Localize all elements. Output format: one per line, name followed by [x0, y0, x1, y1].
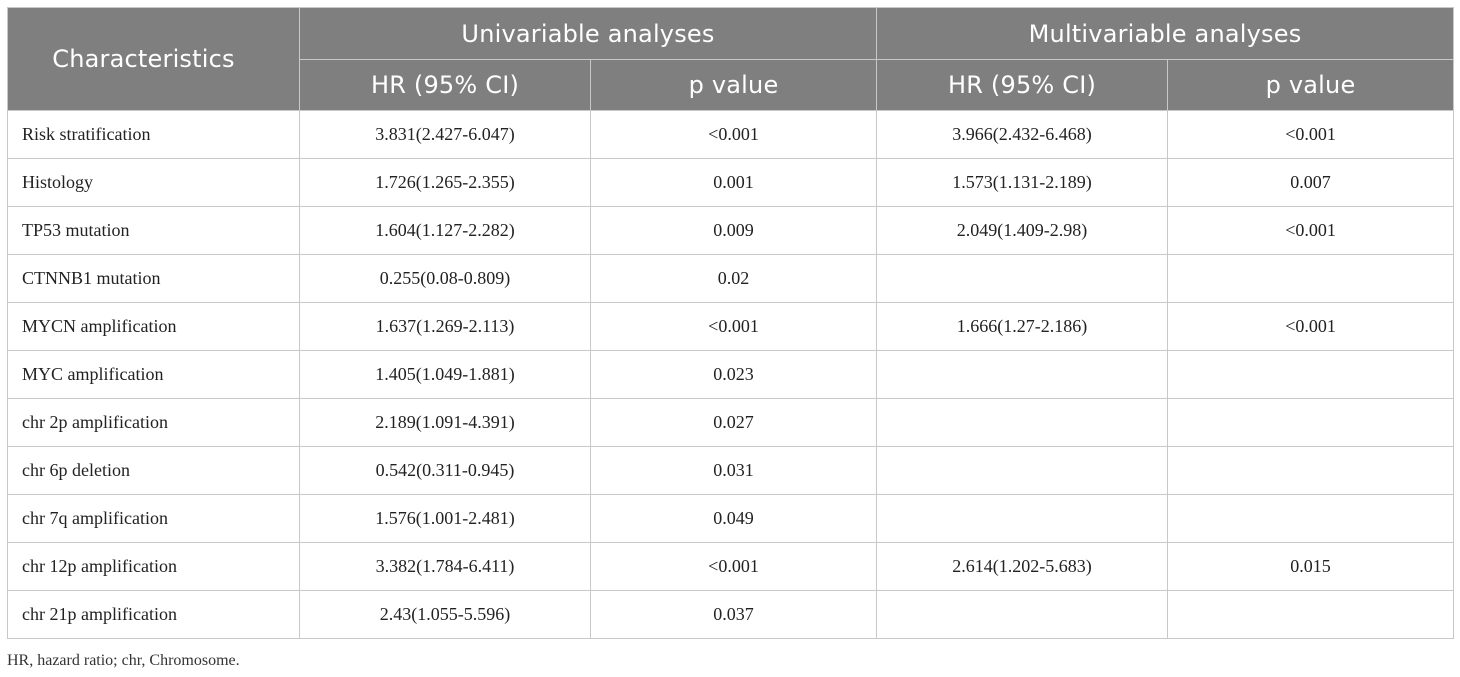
table-footnote: HR, hazard ratio; chr, Chromosome.	[7, 652, 240, 669]
cell-uni-p: 0.027	[589, 398, 878, 447]
cell-uni-hr: 0.255(0.08-0.809)	[299, 254, 591, 303]
table-row: MYC amplification 1.405(1.049-1.881) 0.023	[7, 350, 1455, 399]
cell-multi-hr	[876, 494, 1169, 543]
cell-uni-hr: 1.726(1.265-2.355)	[299, 158, 591, 207]
table-row: chr 7q amplification 1.576(1.001-2.481) 0.…	[7, 494, 1455, 543]
header-multi-hr: HR (95% CI)	[876, 59, 1169, 111]
table-body: Risk stratification 3.831(2.427-6.047) <0.…	[7, 110, 1455, 639]
cell-multi-p: 0.015	[1167, 542, 1455, 591]
cell-multi-p	[1167, 446, 1455, 495]
table-row: chr 12p amplification 3.382(1.784-6.411) <…	[7, 542, 1455, 591]
cell-characteristic: chr 21p amplification	[7, 590, 300, 639]
cell-uni-hr: 3.831(2.427-6.047)	[299, 110, 591, 159]
cell-uni-hr: 1.637(1.269-2.113)	[299, 302, 591, 351]
results-table-container: Characteristics Univariable analyses Mul…	[7, 7, 1455, 639]
cell-uni-hr: 0.542(0.311-0.945)	[299, 446, 591, 495]
header-multi-p: p value	[1167, 59, 1455, 111]
cell-multi-hr	[876, 254, 1169, 303]
cell-multi-p	[1167, 254, 1455, 303]
cell-characteristic: CTNNB1 mutation	[7, 254, 300, 303]
cell-multi-p: <0.001	[1167, 206, 1455, 255]
header-uni-hr: HR (95% CI)	[299, 59, 591, 111]
cell-characteristic: chr 7q amplification	[7, 494, 300, 543]
table-row: chr 6p deletion 0.542(0.311-0.945) 0.031	[7, 446, 1455, 495]
header-row-columns: HR (95% CI) p value HR (95% CI) p value	[8, 59, 1455, 111]
cell-uni-p: 0.031	[589, 446, 878, 495]
table-row: Risk stratification 3.831(2.427-6.047) <0.…	[7, 110, 1455, 159]
table-row: MYCN amplification 1.637(1.269-2.113) <0.0…	[7, 302, 1455, 351]
cell-characteristic: TP53 mutation	[7, 206, 300, 255]
cell-characteristic: chr 6p deletion	[7, 446, 300, 495]
cell-uni-hr: 3.382(1.784-6.411)	[299, 542, 591, 591]
table-row: chr 21p amplification 2.43(1.055-5.596) 0.…	[7, 590, 1455, 639]
cell-multi-hr	[876, 590, 1169, 639]
cell-uni-hr: 2.189(1.091-4.391)	[299, 398, 591, 447]
cell-uni-hr: 1.405(1.049-1.881)	[299, 350, 591, 399]
cell-multi-hr	[876, 398, 1169, 447]
cell-uni-p: <0.001	[589, 542, 878, 591]
cell-characteristic: MYCN amplification	[7, 302, 300, 351]
cell-uni-p: 0.023	[589, 350, 878, 399]
cell-multi-hr	[876, 350, 1169, 399]
cell-multi-p	[1167, 398, 1455, 447]
cell-multi-hr	[876, 446, 1169, 495]
cell-multi-p: <0.001	[1167, 302, 1455, 351]
header-characteristics: Characteristics	[7, 7, 300, 111]
cell-multi-p	[1167, 590, 1455, 639]
cell-uni-p: 0.001	[589, 158, 878, 207]
cell-uni-hr: 1.576(1.001-2.481)	[299, 494, 591, 543]
cell-uni-hr: 1.604(1.127-2.282)	[299, 206, 591, 255]
cell-uni-p: 0.02	[589, 254, 878, 303]
cell-characteristic: Histology	[7, 158, 300, 207]
cell-multi-hr: 1.666(1.27-2.186)	[876, 302, 1169, 351]
table-row: chr 2p amplification 2.189(1.091-4.391) 0.…	[7, 398, 1455, 447]
table-row: CTNNB1 mutation 0.255(0.08-0.809) 0.02	[7, 254, 1455, 303]
cell-uni-p: <0.001	[589, 302, 878, 351]
cell-characteristic: chr 12p amplification	[7, 542, 300, 591]
header-multivariable: Multivariable analyses	[876, 7, 1455, 60]
header-univariable: Univariable analyses	[298, 7, 878, 60]
cell-multi-p	[1167, 494, 1455, 543]
table-header: Characteristics Univariable analyses Mul…	[7, 7, 1455, 111]
cell-characteristic: Risk stratification	[7, 110, 300, 159]
cell-multi-p	[1167, 350, 1455, 399]
cell-characteristic: MYC amplification	[7, 350, 300, 399]
table-row: TP53 mutation 1.604(1.127-2.282) 0.009 2.04…	[7, 206, 1455, 255]
header-uni-p: p value	[589, 59, 878, 111]
cell-characteristic: chr 2p amplification	[7, 398, 300, 447]
cell-uni-p: <0.001	[589, 110, 878, 159]
cell-uni-p: 0.009	[589, 206, 878, 255]
cell-uni-hr: 2.43(1.055-5.596)	[299, 590, 591, 639]
cell-uni-p: 0.037	[589, 590, 878, 639]
table-row: Histology 1.726(1.265-2.355) 0.001 1.573(1.…	[7, 158, 1455, 207]
cell-multi-hr: 1.573(1.131-2.189)	[876, 158, 1169, 207]
cell-multi-p: <0.001	[1167, 110, 1455, 159]
cox-regression-table: Characteristics Univariable analyses Mul…	[7, 7, 1455, 639]
cell-multi-hr: 2.049(1.409-2.98)	[876, 206, 1169, 255]
cell-multi-p: 0.007	[1167, 158, 1455, 207]
header-row-groups: Characteristics Univariable analyses Mul…	[7, 7, 1455, 111]
cell-multi-hr: 3.966(2.432-6.468)	[876, 110, 1169, 159]
cell-multi-hr: 2.614(1.202-5.683)	[876, 542, 1169, 591]
cell-uni-p: 0.049	[589, 494, 878, 543]
